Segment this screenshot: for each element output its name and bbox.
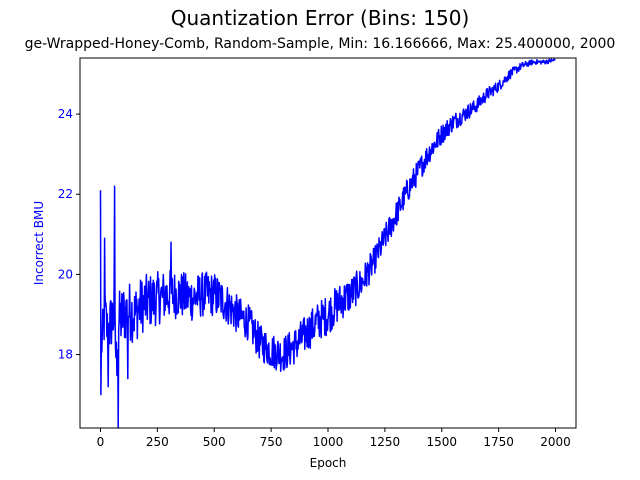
x-tick-label: 250 (146, 435, 169, 449)
y-tick-label: 24 (58, 107, 73, 121)
y-axis: 18 20 22 24 (58, 107, 80, 362)
x-tick-label: 500 (203, 435, 226, 449)
x-tick-label: 0 (97, 435, 105, 449)
y-tick-label: 18 (58, 348, 73, 362)
chart-title: Quantization Error (Bins: 150) (170, 6, 470, 30)
chart-subtitle: ge-Wrapped-Honey-Comb, Random-Sample, Mi… (24, 36, 616, 52)
x-axis: 0 250 500 750 1000 1250 1500 1750 2000 (97, 428, 571, 449)
x-tick-label: 750 (260, 435, 283, 449)
x-axis-label: Epoch (310, 456, 347, 470)
y-tick-label: 20 (58, 267, 73, 281)
x-tick-label: 1750 (483, 435, 514, 449)
x-tick-label: 1000 (313, 435, 344, 449)
axes-frame (79, 57, 577, 429)
x-tick-label: 2000 (540, 435, 571, 449)
x-tick-label: 1500 (426, 435, 457, 449)
x-tick-label: 1250 (370, 435, 401, 449)
y-axis-label: Incorrect BMU (32, 201, 46, 285)
y-tick-label: 22 (58, 187, 73, 201)
series-line (99, 58, 556, 429)
series-layer (99, 58, 556, 429)
